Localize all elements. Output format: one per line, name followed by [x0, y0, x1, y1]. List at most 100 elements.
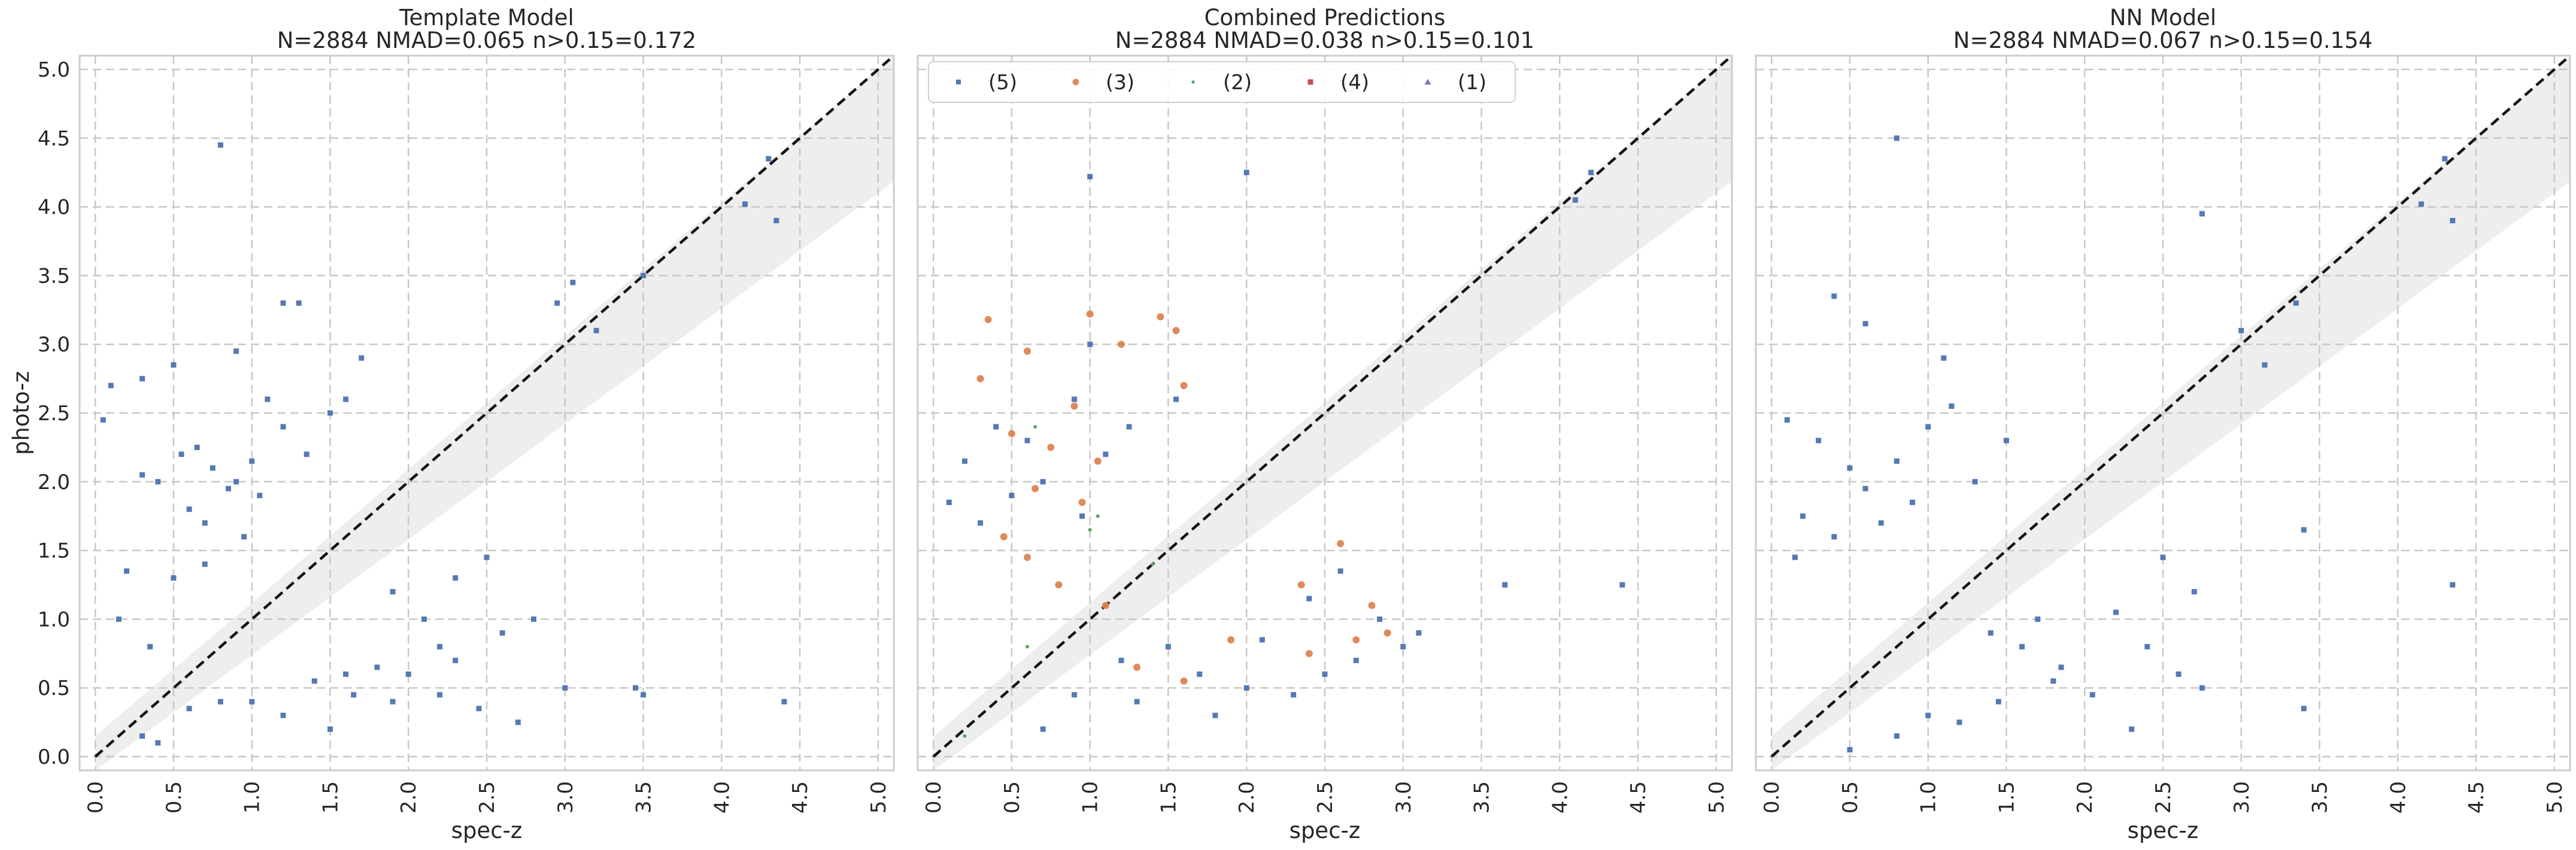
data-point: [1072, 396, 1078, 402]
legend-marker: [1424, 78, 1431, 85]
y-tick-label: 2.5: [38, 402, 70, 426]
data-point: [1078, 499, 1086, 506]
data-point: [1047, 444, 1055, 451]
x-tick-label: 0.0: [84, 781, 108, 813]
data-point: [2003, 438, 2009, 444]
plot-area: [78, 54, 895, 772]
data-point: [249, 699, 255, 705]
data-point: [1040, 726, 1046, 732]
data-point: [984, 315, 992, 323]
data-point: [1792, 554, 1798, 560]
x-tick-label: 3.5: [632, 781, 656, 813]
data-point: [147, 643, 153, 649]
data-point: [1212, 712, 1218, 718]
data-point: [304, 451, 310, 457]
data-point: [2301, 706, 2307, 712]
data-point: [2160, 554, 2166, 560]
data-point: [265, 396, 271, 402]
data-point: [1972, 479, 1978, 485]
data-point: [257, 493, 263, 499]
data-point: [280, 712, 286, 718]
data-point: [1995, 699, 2001, 705]
data-point: [1925, 424, 1931, 430]
data-point: [946, 499, 952, 505]
panel-subtitle: N=2884 NMAD=0.067 n>0.15=0.154: [1953, 28, 2372, 53]
legend-label: (4): [1340, 71, 1369, 95]
data-point: [1352, 636, 1360, 643]
data-point: [1243, 169, 1249, 175]
data-point: [1297, 581, 1305, 589]
data-point: [554, 300, 560, 306]
data-point: [437, 643, 443, 649]
data-point: [421, 616, 427, 622]
x-tick-label: 4.0: [710, 781, 734, 813]
data-point: [202, 561, 208, 567]
data-point: [1033, 424, 1037, 429]
x-tick-label: 5.0: [1705, 781, 1729, 813]
data-point: [1157, 313, 1164, 321]
data-point: [1087, 341, 1093, 347]
x-tick-label: 2.5: [2152, 781, 2176, 813]
data-point: [155, 740, 161, 746]
data-point: [1831, 293, 1837, 299]
data-point: [1024, 554, 1031, 561]
x-tick-label: 2.5: [1313, 781, 1337, 813]
data-point: [2301, 527, 2307, 533]
data-point: [1118, 341, 1125, 348]
legend-marker: [1191, 80, 1195, 84]
data-point: [233, 479, 239, 485]
data-point: [1024, 438, 1030, 444]
y-tick-label: 3.5: [38, 264, 70, 288]
x-tick-label: 1.0: [1917, 781, 1941, 813]
y-tick-label: 5.0: [38, 58, 70, 82]
data-point: [2191, 589, 2197, 594]
data-point: [171, 575, 177, 581]
data-point: [1572, 197, 1578, 203]
data-point: [405, 671, 411, 677]
data-point: [1088, 528, 1092, 532]
x-tick-label: 2.5: [475, 781, 499, 813]
data-point: [351, 692, 357, 698]
x-tick-label: 1.0: [1079, 781, 1103, 813]
data-point: [280, 424, 286, 430]
x-tick-label: 0.5: [1000, 781, 1024, 813]
data-point: [1847, 747, 1853, 753]
data-point: [327, 410, 333, 416]
data-point: [1894, 733, 1900, 739]
data-point: [1024, 347, 1031, 355]
x-tick-label: 0.0: [1760, 781, 1784, 813]
x-tick-label: 3.0: [1392, 781, 1416, 813]
axes-frame: [1755, 54, 2571, 772]
plot-area: [917, 54, 1733, 772]
data-point: [1070, 402, 1078, 410]
data-point: [1894, 458, 1900, 464]
data-point: [280, 300, 286, 306]
data-point: [1173, 396, 1179, 402]
data-point: [2113, 609, 2119, 615]
data-point: [1079, 513, 1085, 519]
panel-title: Combined Predictions: [1204, 5, 1446, 31]
y-tick-label: 1.0: [38, 608, 70, 632]
data-point: [1172, 327, 1180, 335]
data-point: [2450, 582, 2456, 588]
data-point: [1862, 485, 1868, 491]
data-point: [1925, 712, 1931, 718]
data-point: [742, 201, 748, 207]
data-point: [343, 671, 349, 677]
data-point: [1000, 533, 1008, 541]
data-point: [641, 272, 647, 278]
data-point: [1368, 602, 1376, 609]
data-point: [2199, 685, 2205, 691]
data-point: [390, 589, 396, 594]
data-point: [1910, 499, 1916, 505]
data-point: [1847, 465, 1853, 471]
data-point: [1353, 657, 1359, 663]
one-to-one-line: [94, 56, 894, 758]
x-tick-label: 4.0: [1548, 781, 1572, 813]
data-point: [1337, 540, 1345, 548]
x-tick-label: 1.5: [318, 781, 342, 813]
data-point: [2129, 726, 2135, 732]
data-point: [1096, 514, 1100, 518]
data-point: [1988, 630, 1994, 636]
data-point: [499, 630, 505, 636]
